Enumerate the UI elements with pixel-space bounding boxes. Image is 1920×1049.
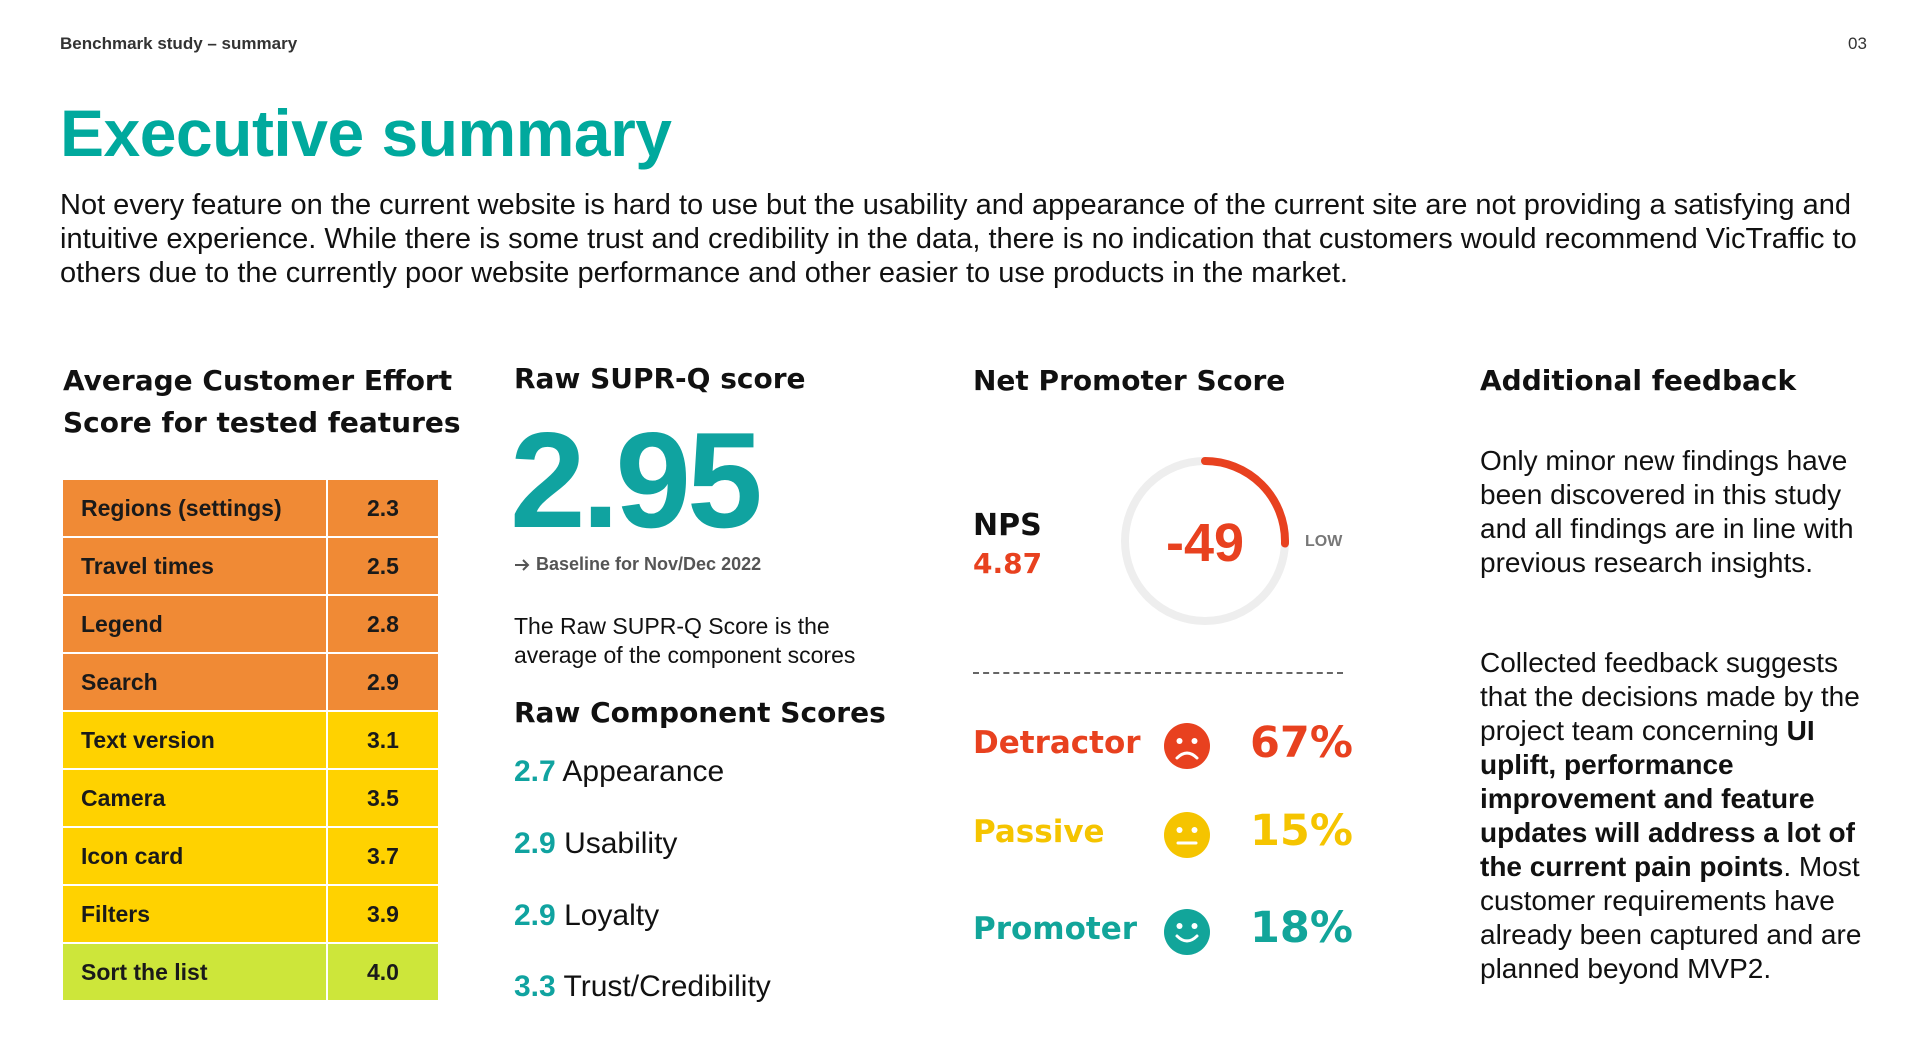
arrow-right-icon [514, 556, 530, 577]
component-label: Trust/Credibility [563, 970, 771, 1003]
feedback-paragraph-1: Only minor new findings have been discov… [1480, 445, 1854, 578]
nps-title: Net Promoter Score [973, 364, 1286, 397]
table-row: Legend 2.8 [63, 596, 438, 654]
nps-gauge-score: -49 [1165, 513, 1245, 573]
component-label: Usability [564, 827, 678, 860]
ces-feature-name: Camera [63, 770, 328, 826]
nps-value: 4.87 [973, 547, 1043, 580]
ces-feature-name: Travel times [63, 538, 328, 594]
component-value: 2.7 [514, 755, 556, 788]
table-row: Filters 3.9 [63, 886, 438, 944]
components-title: Raw Component Scores [514, 696, 886, 729]
ces-feature-score: 3.5 [367, 784, 399, 811]
gauge-arc [1121, 457, 1289, 625]
passive-label: Passive [973, 814, 1105, 850]
suprq-score: 2.95 [510, 404, 763, 556]
promoter-percent: 18% [1250, 903, 1353, 953]
ces-feature-name: Text version [63, 712, 328, 768]
feedback-highlight: UI uplift, performance improvement and f… [1480, 715, 1855, 882]
nps-gauge [1121, 457, 1289, 625]
ces-feature-score: 2.3 [367, 494, 399, 521]
feedback-text: Collected feedback suggests that the dec… [1480, 647, 1860, 746]
ces-feature-score: 3.9 [367, 900, 399, 927]
header-label: Benchmark study – summary [60, 34, 298, 53]
component-value: 2.9 [514, 899, 556, 932]
ces-feature-score: 2.9 [367, 668, 399, 695]
page-number: 03 [1848, 34, 1867, 53]
nps-label: NPS [973, 508, 1042, 543]
sad-face-icon [1164, 723, 1210, 769]
table-row: Travel times 2.5 [63, 538, 438, 596]
ces-feature-name: Icon card [63, 828, 328, 884]
promoter-label: Promoter [973, 911, 1138, 947]
ces-feature-name: Legend [63, 596, 328, 652]
ces-table: Regions (settings) 2.3 Travel times 2.5 Le… [63, 480, 438, 1002]
ces-feature-score: 3.7 [367, 842, 399, 869]
table-row: Search 2.9 [63, 654, 438, 712]
feedback-text: . Most customer requirements have alread… [1480, 851, 1862, 984]
suprq-description: The Raw SUPR-Q Score is the average of t… [514, 613, 856, 668]
component-score-trust: 3.3 Trust/Credibility [514, 970, 771, 1004]
table-row: Icon card 3.7 [63, 828, 438, 886]
neutral-face-icon [1164, 812, 1210, 858]
suprq-title: Raw SUPR-Q score [514, 362, 806, 395]
detractor-label: Detractor [973, 725, 1141, 761]
component-score-loyalty: 2.9 Loyalty [514, 899, 659, 933]
detractor-percent: 67% [1250, 718, 1353, 768]
ces-feature-name: Regions (settings) [63, 480, 328, 536]
divider [973, 672, 1343, 674]
ces-feature-name: Filters [63, 886, 328, 942]
ces-title: Average Customer Effort Score for tested… [63, 364, 461, 439]
happy-face-icon [1164, 909, 1210, 955]
table-row: Regions (settings) 2.3 [63, 480, 438, 538]
component-value: 3.3 [514, 970, 556, 1003]
feedback-paragraph-2: Collected feedback suggests that the dec… [1480, 646, 1890, 986]
passive-percent: 15% [1250, 806, 1353, 856]
baseline-text: Baseline for Nov/Dec 2022 [536, 554, 762, 574]
ces-feature-score: 2.8 [367, 610, 399, 637]
intro-paragraph: Not every feature on the current website… [60, 189, 1857, 289]
ces-feature-name: Sort the list [63, 944, 328, 1000]
component-score-usability: 2.9 Usability [514, 827, 677, 861]
table-row: Camera 3.5 [63, 770, 438, 828]
ces-feature-score: 4.0 [367, 958, 399, 985]
table-row: Sort the list 4.0 [63, 944, 438, 1002]
feedback-title: Additional feedback [1480, 364, 1797, 397]
component-label: Appearance [562, 755, 725, 788]
ces-feature-score: 3.1 [367, 726, 399, 753]
ces-feature-score: 2.5 [367, 552, 399, 579]
page-title: Executive summary [60, 96, 672, 170]
nps-rating: LOW [1305, 533, 1343, 550]
component-score-appearance: 2.7 Appearance [514, 755, 724, 789]
table-row: Text version 3.1 [63, 712, 438, 770]
baseline-note: Baseline for Nov/Dec 2022 [514, 554, 761, 577]
ces-feature-name: Search [63, 654, 328, 710]
component-label: Loyalty [564, 899, 660, 932]
component-value: 2.9 [514, 827, 556, 860]
